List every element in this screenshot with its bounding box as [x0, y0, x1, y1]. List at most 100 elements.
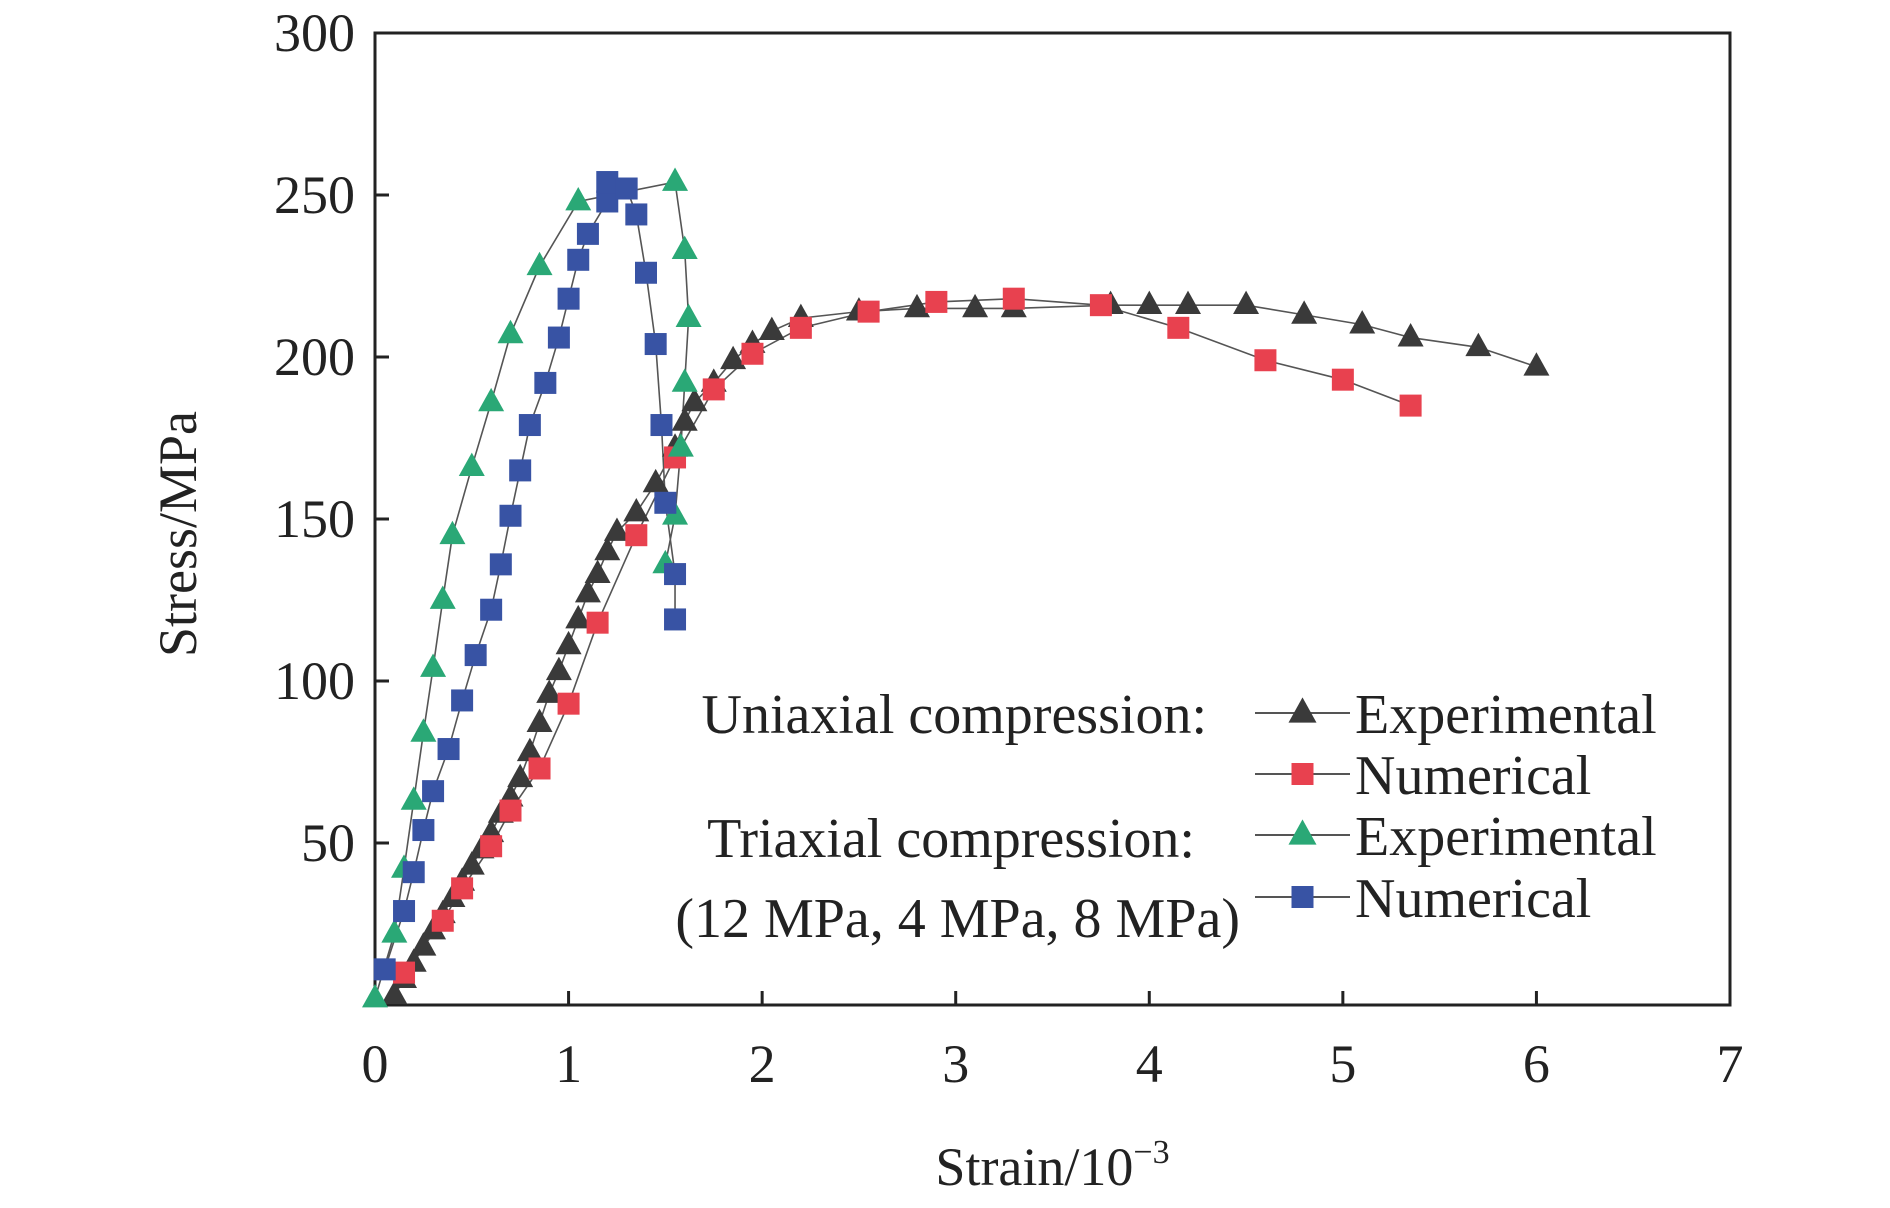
data-point: [499, 799, 522, 822]
data-point: [567, 248, 590, 271]
data-point: [741, 342, 764, 365]
data-point: [615, 177, 638, 200]
data-point: [526, 708, 553, 733]
data-point: [373, 958, 396, 981]
data-point: [439, 520, 466, 545]
data-point: [1089, 294, 1112, 317]
data-point: [1397, 323, 1424, 347]
legend-label: Numerical: [1355, 868, 1591, 930]
data-point: [1167, 316, 1190, 339]
data-point: [518, 414, 541, 437]
legend-marker: [1288, 697, 1317, 723]
data-point: [671, 368, 698, 392]
data-point: [675, 303, 702, 328]
data-point: [499, 504, 522, 527]
data-point: [410, 718, 437, 742]
x-axis-title: Strain/10−3: [935, 1134, 1169, 1197]
data-point: [925, 290, 948, 313]
data-point: [664, 563, 687, 586]
legend-heading-triaxial: Triaxial compression:: [707, 808, 1195, 870]
data-point: [671, 235, 698, 259]
data-point: [547, 326, 570, 349]
data-point: [1002, 287, 1025, 310]
data-point: [1233, 290, 1260, 315]
data-point: [594, 536, 621, 561]
x-tick-label: 1: [555, 1034, 582, 1094]
data-point: [528, 757, 551, 780]
data-point: [557, 287, 580, 310]
data-point: [667, 433, 694, 457]
data-point: [420, 653, 447, 677]
x-tick-label: 0: [362, 1034, 389, 1094]
data-point: [1291, 300, 1318, 324]
data-point: [664, 608, 687, 631]
data-point: [451, 877, 474, 900]
data-point: [480, 598, 503, 621]
data-point: [650, 414, 673, 437]
x-tick-label: 6: [1523, 1034, 1550, 1094]
data-point: [464, 644, 487, 667]
data-point: [393, 900, 416, 923]
data-point: [586, 611, 609, 634]
y-tick-label: 250: [274, 165, 355, 225]
data-point: [623, 498, 650, 522]
data-point: [584, 559, 611, 583]
data-point: [545, 656, 572, 681]
data-point: [681, 387, 708, 412]
x-tick-label: 2: [749, 1034, 776, 1094]
legend-marker: [1291, 763, 1314, 785]
data-point: [526, 251, 553, 276]
x-tick-label: 3: [942, 1034, 969, 1094]
data-point: [702, 378, 725, 401]
data-point: [574, 579, 601, 603]
data-point: [625, 524, 648, 547]
plot-axes: 0 1 2 3 4 5 6 7 50 100 150 200 250 300 Strain/10−3 Stre…: [148, 3, 1744, 1197]
data-point: [565, 604, 592, 629]
legend-heading-uniaxial: Uniaxial compression:: [702, 684, 1207, 746]
data-point: [1523, 352, 1550, 376]
data-point: [1254, 349, 1277, 372]
data-point: [654, 491, 677, 514]
series-line-3: [383, 180, 676, 970]
data-point: [625, 203, 648, 226]
data-point: [720, 345, 747, 370]
data-point: [381, 980, 408, 1005]
data-point: [1465, 332, 1492, 357]
data-point: [516, 737, 543, 762]
data-point: [603, 517, 630, 541]
data-point: [458, 452, 485, 477]
data-point: [662, 167, 689, 191]
data-point: [555, 630, 582, 655]
data-point: [422, 780, 445, 803]
y-tick-label: 50: [301, 813, 355, 873]
data-point: [635, 261, 657, 284]
data-point: [557, 692, 580, 715]
data-point: [400, 786, 427, 810]
data-point: [576, 222, 599, 245]
data-point: [596, 190, 619, 213]
data-point: [458, 851, 485, 875]
y-tick-label: 200: [274, 327, 355, 387]
data-point: [1331, 368, 1354, 391]
legend-label: Experimental: [1355, 806, 1657, 868]
data-point: [507, 763, 534, 788]
x-tick-label: 5: [1329, 1034, 1356, 1094]
data-point: [437, 738, 460, 761]
data-point: [1175, 290, 1201, 315]
data-point: [1399, 394, 1422, 417]
x-tick-label: 7: [1717, 1034, 1744, 1094]
data-point: [534, 371, 557, 394]
data-point: [789, 316, 812, 339]
data-point: [857, 300, 880, 323]
data-point: [429, 585, 456, 609]
y-tick-label: 150: [274, 489, 355, 549]
data-point: [1136, 290, 1163, 315]
data-point: [402, 861, 425, 884]
data-point: [451, 689, 474, 712]
data-point: [962, 293, 989, 318]
data-point: [565, 186, 592, 211]
data-point: [393, 961, 416, 984]
data-point: [412, 819, 435, 842]
data-point: [509, 459, 532, 482]
x-tick-label: 4: [1136, 1034, 1163, 1094]
